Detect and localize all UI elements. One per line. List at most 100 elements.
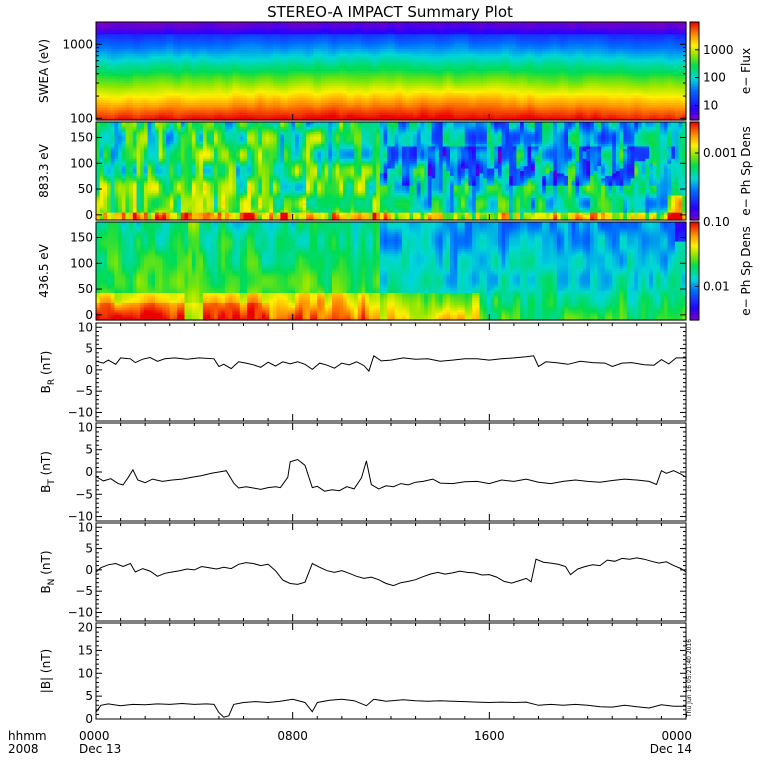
spectrogram-cell xyxy=(538,44,543,48)
spectrogram-cell xyxy=(490,102,495,106)
spectrogram-cell xyxy=(339,80,344,84)
spectrogram-cell xyxy=(505,41,510,45)
spectrogram-cell xyxy=(96,95,101,99)
spectrogram-cell xyxy=(103,68,108,72)
spectrogram-cell xyxy=(210,112,215,116)
spectrogram-cell xyxy=(328,75,333,79)
spectrogram-cell xyxy=(284,115,289,119)
spectrogram-cell xyxy=(177,112,182,116)
spectrogram-cell xyxy=(96,78,101,82)
spectrogram-cell xyxy=(239,61,245,65)
spectrogram-cell xyxy=(438,88,444,92)
spectrogram-cell xyxy=(538,31,543,35)
spectrogram-cell xyxy=(501,46,506,50)
spectrogram-cell xyxy=(239,41,245,45)
spectrogram-cell xyxy=(343,83,348,87)
spectrogram-cell xyxy=(509,44,514,48)
spectrogram-cell xyxy=(99,63,104,67)
spectrogram-cell xyxy=(328,95,333,99)
spectrogram-cell xyxy=(295,58,300,62)
spectrogram-cell xyxy=(357,95,363,99)
spectrogram-cell xyxy=(155,68,160,72)
spectrogram-cell xyxy=(103,34,108,38)
spectrogram-cell xyxy=(450,112,455,116)
spectrogram-cell xyxy=(553,53,558,57)
spectrogram-cell xyxy=(494,34,499,38)
spectrogram-cell xyxy=(284,63,289,67)
spectrogram-cell xyxy=(302,73,307,77)
spectrogram-cell xyxy=(354,83,359,87)
spectrogram-cell xyxy=(335,68,340,72)
spectrogram-cell xyxy=(479,56,484,60)
spectrogram-cell xyxy=(110,93,116,97)
spectrogram-cell xyxy=(177,61,182,65)
spectrogram-cell xyxy=(354,97,359,101)
spectrogram-cell xyxy=(387,68,392,72)
spectrogram-cell xyxy=(505,85,510,89)
spectrogram-cell xyxy=(166,85,171,89)
spectrogram-cell xyxy=(461,93,466,97)
spectrogram-cell xyxy=(280,56,285,60)
spectrogram-cell xyxy=(450,31,455,35)
spectrogram-cell xyxy=(446,36,451,40)
spectrogram-cell xyxy=(298,48,304,52)
spectrogram-cell xyxy=(424,105,429,109)
spectrogram-cell xyxy=(497,31,503,35)
spectrogram-cell xyxy=(383,105,388,109)
spectrogram-cell xyxy=(110,36,116,40)
spectrogram-cell xyxy=(542,80,547,84)
spectrogram-cell xyxy=(520,48,525,52)
spectrogram-cell xyxy=(497,26,503,30)
spectrogram-cell xyxy=(191,115,197,119)
spectrogram-cell xyxy=(169,53,175,57)
spectrogram-cell xyxy=(512,51,517,55)
spectrogram-cell xyxy=(379,26,385,30)
spectrogram-cell xyxy=(287,66,293,70)
spectrogram-cell xyxy=(520,26,525,30)
spectrogram-cell xyxy=(291,31,296,35)
spectrogram-cell xyxy=(416,97,422,101)
spectrogram-cell xyxy=(284,34,289,38)
spectrogram-cell xyxy=(158,68,163,72)
spectrogram-cell xyxy=(357,75,363,79)
spectrogram-cell xyxy=(383,31,388,35)
spectrogram-cell xyxy=(387,61,392,65)
spectrogram-cell xyxy=(335,66,340,70)
spectrogram-cell xyxy=(442,46,447,50)
spectrogram-cell xyxy=(173,73,178,77)
spectrogram-cell xyxy=(269,117,274,121)
spectrogram-cell xyxy=(438,61,444,65)
spectrogram-cell xyxy=(202,46,208,50)
spectrogram-cell xyxy=(435,26,440,30)
spectrogram-cell xyxy=(309,80,315,84)
spectrogram-cell xyxy=(509,26,514,30)
spectrogram-cell xyxy=(118,53,123,57)
spectrogram-cell xyxy=(225,36,230,40)
spectrogram-cell xyxy=(162,31,167,35)
spectrogram-cell xyxy=(306,29,311,33)
spectrogram-cell xyxy=(302,29,307,33)
spectrogram-cell xyxy=(368,41,374,45)
spectrogram-cell xyxy=(173,46,178,50)
spectrogram-cell xyxy=(284,102,289,106)
spectrogram-cell xyxy=(531,26,536,30)
spectrogram-cell xyxy=(464,44,470,48)
spectrogram-cell xyxy=(475,56,481,60)
spectrogram-cell xyxy=(243,56,248,60)
spectrogram-cell xyxy=(472,75,477,79)
spectrogram-cell xyxy=(545,80,551,84)
spectrogram-cell xyxy=(350,107,355,111)
spectrogram-cell xyxy=(287,102,293,106)
spectrogram-cell xyxy=(501,66,506,70)
spectrogram-cell xyxy=(276,83,281,87)
spectrogram-cell xyxy=(217,107,222,111)
spectrogram-cell xyxy=(317,22,322,26)
spectrogram-cell xyxy=(372,115,377,119)
spectrogram-cell xyxy=(143,68,149,72)
spectrogram-cell xyxy=(188,83,193,87)
spectrogram-cell xyxy=(402,83,407,87)
spectrogram-cell xyxy=(328,39,333,43)
spectrogram-cell xyxy=(346,48,352,52)
spectrogram-cell xyxy=(516,29,521,33)
spectrogram-cell xyxy=(287,75,293,79)
